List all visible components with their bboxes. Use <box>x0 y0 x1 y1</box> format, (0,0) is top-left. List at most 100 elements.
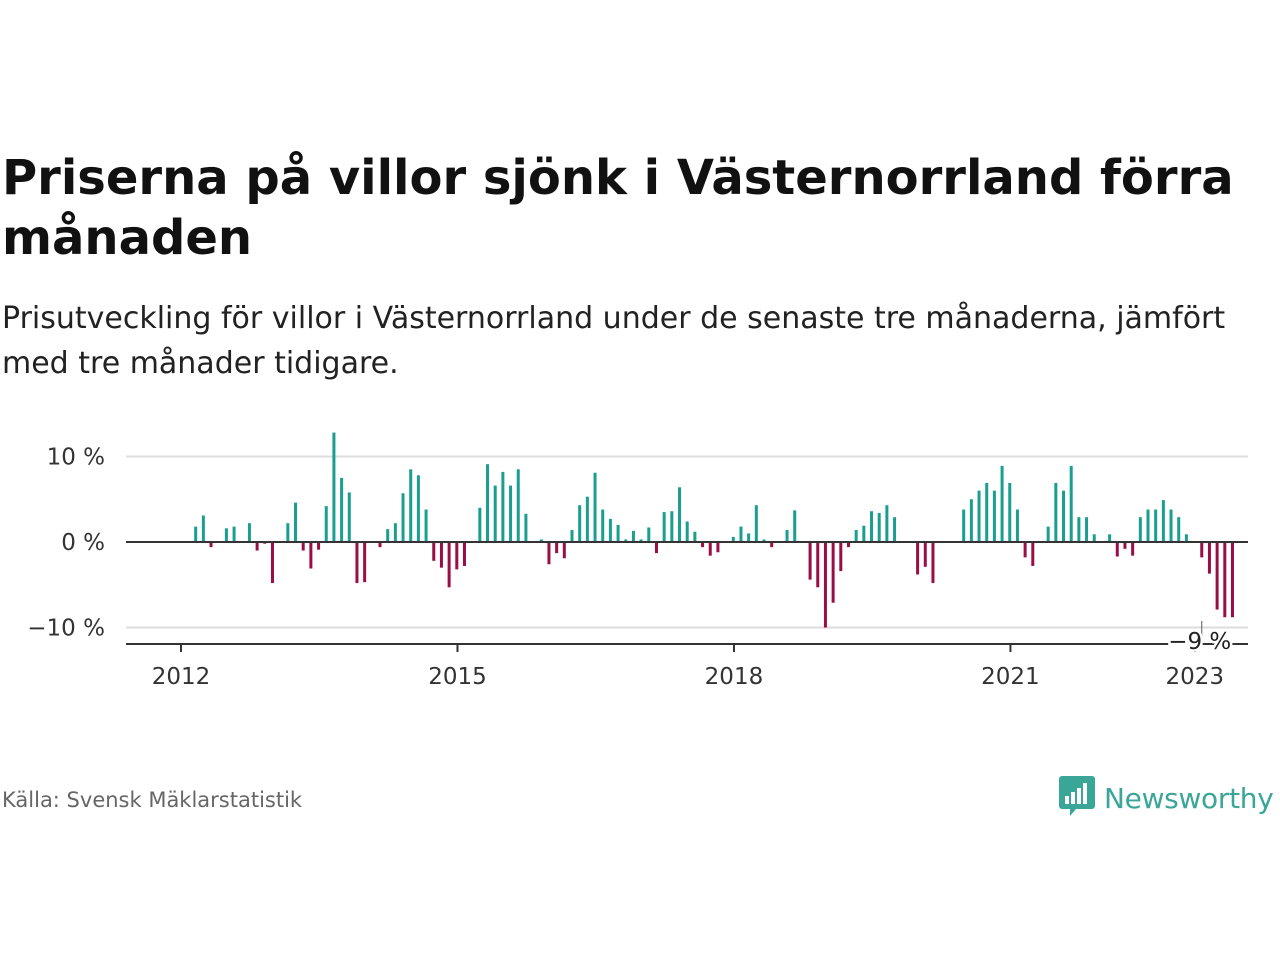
bar <box>885 505 889 542</box>
bars <box>194 432 1234 628</box>
bar <box>570 530 574 542</box>
bar <box>547 542 551 565</box>
bar <box>447 542 451 588</box>
bar <box>478 507 482 542</box>
bar <box>562 542 566 559</box>
bar <box>816 542 820 588</box>
bar <box>601 509 605 542</box>
bar <box>332 432 336 542</box>
bar <box>1077 517 1081 542</box>
bar <box>432 542 436 561</box>
x-tick-label: 2018 <box>705 664 764 690</box>
bar <box>1092 534 1096 542</box>
bar <box>739 526 743 542</box>
bar <box>416 475 420 542</box>
bar <box>324 506 328 542</box>
bar <box>1108 534 1112 542</box>
bar <box>340 477 344 543</box>
bar <box>1223 542 1227 618</box>
bar <box>393 523 397 542</box>
bar <box>1215 542 1219 610</box>
bar <box>378 542 382 548</box>
chart-title: Priserna på villor sjönk i Västernorrlan… <box>2 150 1234 266</box>
bar <box>701 542 705 548</box>
bar <box>785 530 789 542</box>
bar <box>1131 542 1135 556</box>
bar <box>347 492 351 542</box>
logo-text: Newsworthy <box>1104 781 1274 815</box>
bar <box>270 542 274 584</box>
bar <box>1169 509 1173 542</box>
bar <box>593 472 597 542</box>
bar <box>1146 509 1150 542</box>
bar <box>693 531 697 542</box>
bar <box>992 490 996 542</box>
axes <box>126 541 1248 652</box>
grid-lines <box>126 455 1248 629</box>
bar <box>862 525 866 542</box>
bar <box>201 515 205 542</box>
bar <box>1200 542 1204 558</box>
bar <box>386 529 390 542</box>
x-tick-label: 2015 <box>428 664 487 690</box>
bar <box>754 505 758 542</box>
bar <box>762 539 766 542</box>
bar <box>931 542 935 584</box>
bar <box>678 487 682 542</box>
bar <box>654 542 658 554</box>
bar <box>462 542 466 566</box>
bar <box>731 536 735 542</box>
bar <box>294 502 298 542</box>
bar <box>977 490 981 542</box>
bar <box>1023 542 1027 558</box>
bar <box>209 542 213 548</box>
newsworthy-logo[interactable]: Newsworthy <box>1058 774 1274 822</box>
bar <box>585 496 589 542</box>
x-tick-label: 2021 <box>981 664 1040 690</box>
bar <box>846 542 850 548</box>
bar <box>716 542 720 553</box>
annotation-label: −9 % <box>1168 629 1231 655</box>
bar <box>770 542 774 548</box>
bar <box>1062 490 1066 542</box>
bar <box>662 512 666 542</box>
bar <box>409 469 413 542</box>
bar <box>685 521 689 542</box>
bar <box>194 526 198 542</box>
bar <box>985 483 989 542</box>
bar <box>1000 465 1004 542</box>
bar <box>424 509 428 542</box>
bar <box>286 523 290 542</box>
bar-chart: 10 % 0 % −10 % 2012 2015 2018 2021 2023 −9 % <box>27 432 1248 691</box>
bar <box>1154 509 1158 542</box>
bar <box>309 542 313 569</box>
bar <box>524 513 528 542</box>
bar <box>1031 542 1035 566</box>
bar <box>831 542 835 603</box>
bar <box>747 533 751 542</box>
bar <box>247 523 251 542</box>
bar <box>793 510 797 542</box>
bar <box>808 542 812 580</box>
bar <box>962 509 966 542</box>
bar <box>877 512 881 542</box>
bar <box>670 511 674 542</box>
bar <box>854 530 858 542</box>
bar <box>1069 465 1073 542</box>
bar <box>439 542 443 568</box>
bar <box>608 518 612 542</box>
bar <box>1161 500 1165 542</box>
bar <box>493 485 497 542</box>
bar <box>363 542 367 583</box>
bar <box>301 542 305 551</box>
axis-labels: 10 % 0 % −10 % 2012 2015 2018 2021 2023 <box>27 445 1224 691</box>
bar <box>1115 542 1119 557</box>
bar <box>823 542 827 628</box>
bar <box>923 542 927 567</box>
bar <box>224 528 228 542</box>
y-tick-label: 10 % <box>47 445 105 471</box>
bar <box>455 542 459 570</box>
bar <box>578 505 582 542</box>
bar <box>1054 483 1058 542</box>
y-tick-label: −10 % <box>27 616 105 642</box>
